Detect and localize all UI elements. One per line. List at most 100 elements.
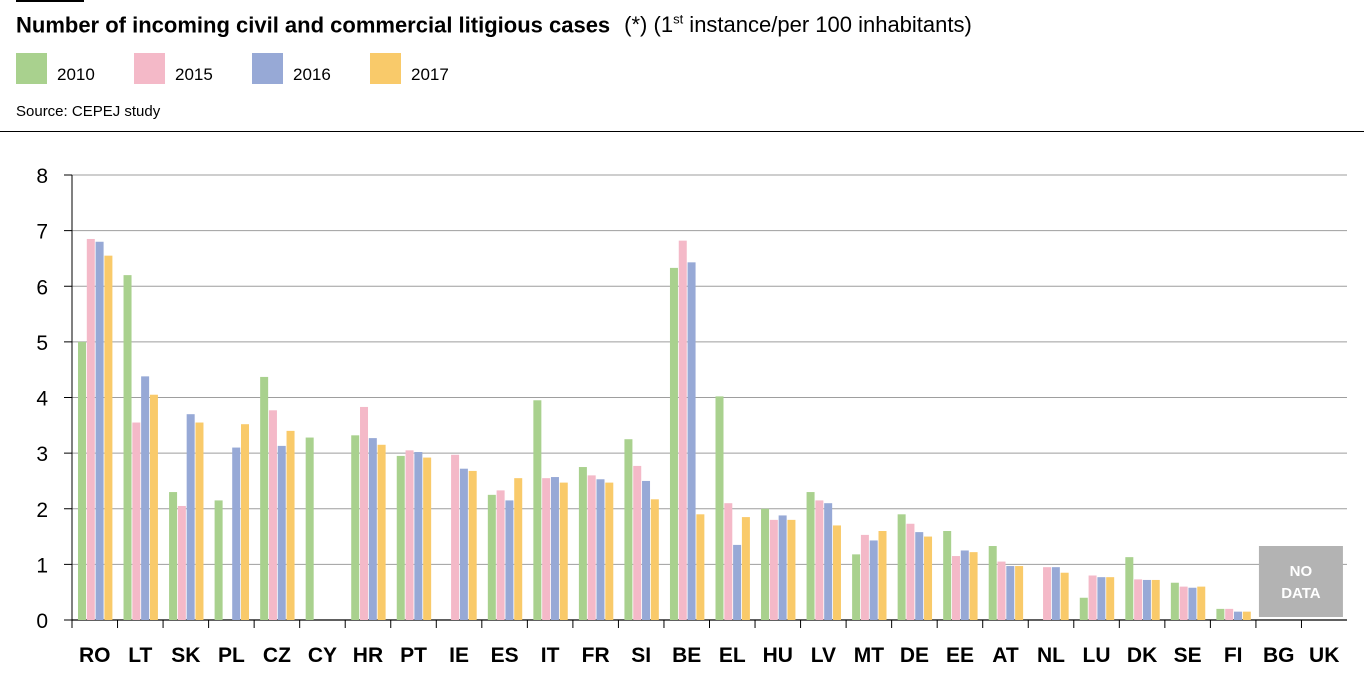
x-tick-label-ES: ES [491,644,519,667]
bar-LU-2017 [1106,577,1115,620]
title-rule [16,0,84,2]
x-tick-label-HR: HR [353,644,383,667]
bar-LT-2017 [149,394,158,620]
bar-AT-2010 [988,546,997,620]
bar-SK-2016 [186,414,195,620]
legend-label-2017: 2017 [411,65,449,84]
bar-CY-2010 [305,437,314,620]
bar-AT-2017 [1015,566,1024,620]
bar-HU-2015 [769,519,778,620]
x-tick-label-NL: NL [1037,644,1065,667]
bar-SI-2010 [624,439,633,620]
bar-DK-2016 [1142,579,1151,620]
source-note: Source: CEPEJ study [16,103,161,120]
bar-RO-2015 [86,238,95,620]
legend-swatch-2016 [252,53,283,84]
bar-NL-2017 [1060,572,1069,620]
bar-EE-2010 [943,531,952,620]
bar-PT-2015 [405,450,414,620]
chart-title: Number of incoming civil and commercial … [16,12,972,38]
bar-RO-2017 [104,255,113,620]
bar-BE-2017 [696,514,705,620]
bar-ES-2015 [496,490,505,620]
y-tick-label-0: 0 [36,610,48,633]
bar-NL-2016 [1051,567,1060,620]
bar-SK-2010 [169,492,178,620]
bar-BE-2010 [669,267,678,620]
bar-FR-2015 [587,475,596,620]
bar-PT-2017 [423,457,432,620]
legend-label-2016: 2016 [293,65,331,84]
x-tick-label-LU: LU [1083,644,1111,667]
bar-SE-2015 [1179,586,1188,620]
bar-BE-2015 [678,240,687,620]
bar-IE-2017 [468,470,477,620]
bar-RO-2016 [95,241,104,620]
bar-HU-2017 [787,519,796,620]
bar-IT-2015 [542,478,551,620]
chart-title-note: (*) (1st instance/per 100 inhabitants) [624,12,972,37]
bar-SI-2015 [633,465,642,620]
header-separator [0,131,1364,132]
bar-LV-2016 [824,503,833,620]
legend-item-2017: 2017 [370,53,488,84]
legend-item-2010: 2010 [16,53,134,84]
x-tick-label-FI: FI [1224,644,1243,667]
legend-item-2015: 2015 [134,53,252,84]
bar-CZ-2015 [268,410,277,620]
bar-IT-2010 [533,400,542,620]
bar-MT-2016 [869,540,878,620]
bar-PL-2017 [241,424,250,620]
bar-SE-2010 [1170,582,1179,620]
bar-SE-2016 [1188,587,1197,620]
bar-AT-2016 [1006,566,1015,620]
bar-MT-2015 [860,534,869,620]
y-tick-label-1: 1 [36,554,48,577]
bar-DE-2017 [924,536,933,620]
note-superscript: st [673,12,684,27]
legend: 2010 2015 2016 2017 [16,53,488,84]
y-tick-label-4: 4 [36,388,48,411]
legend-swatch-2017 [370,53,401,84]
bar-HU-2010 [761,508,770,620]
bar-PT-2016 [414,452,423,620]
note-suffix: instance/per 100 inhabitants) [683,12,972,38]
bar-AT-2015 [997,561,1006,620]
bar-PL-2016 [232,447,241,620]
bar-RO-2010 [78,341,86,620]
bar-ES-2016 [505,500,514,620]
x-tick-label-SI: SI [631,644,651,667]
x-tick-label-BE: BE [672,644,701,667]
legend-item-2016: 2016 [252,53,370,84]
bar-DE-2015 [906,523,915,620]
chart-title-main: Number of incoming civil and commercial … [16,12,611,38]
bar-FI-2010 [1216,608,1225,620]
bar-EL-2015 [724,503,733,620]
bar-EE-2015 [951,556,960,620]
bar-ES-2017 [514,478,523,620]
x-tick-label-PT: PT [400,644,427,667]
x-tick-label-BG: BG [1263,644,1295,667]
bar-HR-2017 [377,444,386,620]
bar-CZ-2016 [277,445,286,620]
bar-PT-2010 [396,455,405,620]
y-tick-label-2: 2 [36,499,48,522]
y-tick-label-3: 3 [36,443,48,466]
no-data-label-line1: NO [1290,563,1313,580]
bar-FI-2017 [1242,611,1251,620]
bar-EL-2016 [733,544,742,620]
bar-PL-2010 [214,500,223,620]
legend-swatch-2015 [134,53,165,84]
x-tick-label-SK: SK [171,644,200,667]
bar-EL-2010 [715,396,724,620]
bar-NL-2015 [1043,567,1052,620]
bar-IT-2016 [550,477,559,620]
note-prefix: (*) (1 [624,12,674,38]
legend-swatch-2010 [16,53,47,84]
y-tick-label-6: 6 [36,276,48,299]
bar-IE-2015 [451,454,460,620]
x-tick-label-PL: PL [218,644,245,667]
bar-FR-2010 [578,467,587,620]
x-tick-label-IE: IE [449,644,469,667]
